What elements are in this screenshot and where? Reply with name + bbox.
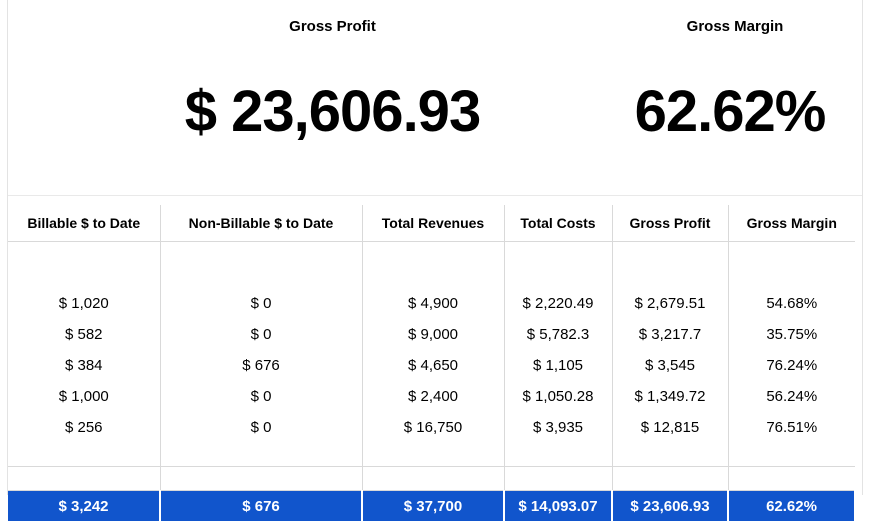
table-cell[interactable] — [504, 242, 612, 289]
table-cell[interactable]: $ 1,050.28 — [504, 381, 612, 412]
table-cell[interactable] — [612, 467, 728, 491]
table-cell[interactable]: $ 5,782.3 — [504, 319, 612, 350]
table-cell[interactable]: $ 9,000 — [362, 319, 504, 350]
table-cell[interactable]: $ 3,545 — [612, 350, 728, 381]
table-cell[interactable]: $ 2,400 — [362, 381, 504, 412]
gross-profit-title: Gross Profit — [240, 18, 425, 35]
sheet-left-edge — [0, 0, 8, 495]
table-cell[interactable]: 76.51% — [728, 412, 855, 443]
table-cell[interactable]: $ 3,935 — [504, 412, 612, 443]
table-cell[interactable]: $ 384 — [8, 350, 160, 381]
total-billable[interactable]: $ 3,242 — [8, 491, 160, 521]
table-cell[interactable]: 35.75% — [728, 319, 855, 350]
table-cell[interactable] — [612, 443, 728, 467]
table-row: $ 582 $ 0 $ 9,000 $ 5,782.3 $ 3,217.7 35… — [8, 319, 855, 350]
total-non-billable[interactable]: $ 676 — [160, 491, 362, 521]
table-cell[interactable] — [612, 242, 728, 289]
table-cell[interactable]: 76.24% — [728, 350, 855, 381]
table-row: $ 384 $ 676 $ 4,650 $ 1,105 $ 3,545 76.2… — [8, 350, 855, 381]
table-cell[interactable]: $ 1,349.72 — [612, 381, 728, 412]
table-cell[interactable] — [8, 467, 160, 491]
table-cell[interactable] — [362, 242, 504, 289]
table-cell[interactable]: $ 12,815 — [612, 412, 728, 443]
table-cell[interactable] — [160, 443, 362, 467]
table-cell[interactable] — [362, 443, 504, 467]
header-total-costs[interactable]: Total Costs — [504, 205, 612, 242]
table-cell[interactable]: $ 1,000 — [8, 381, 160, 412]
table-cell[interactable]: $ 4,900 — [362, 288, 504, 319]
table-cell[interactable]: $ 3,217.7 — [612, 319, 728, 350]
table-cell[interactable]: $ 256 — [8, 412, 160, 443]
blank-row — [8, 467, 855, 491]
table-cell[interactable] — [504, 467, 612, 491]
blank-row — [8, 443, 855, 467]
table-cell[interactable]: $ 1,105 — [504, 350, 612, 381]
table-cell[interactable]: $ 582 — [8, 319, 160, 350]
table-row: $ 256 $ 0 $ 16,750 $ 3,935 $ 12,815 76.5… — [8, 412, 855, 443]
table-cell[interactable] — [728, 467, 855, 491]
header-gross-margin[interactable]: Gross Margin — [728, 205, 855, 242]
table-cell[interactable]: $ 676 — [160, 350, 362, 381]
table-row: $ 1,020 $ 0 $ 4,900 $ 2,220.49 $ 2,679.5… — [8, 288, 855, 319]
table-cell[interactable] — [504, 443, 612, 467]
table-cell[interactable] — [8, 443, 160, 467]
header-billable[interactable]: Billable $ to Date — [8, 205, 160, 242]
table-cell[interactable]: $ 2,679.51 — [612, 288, 728, 319]
gross-margin-value: 62.62% — [625, 78, 835, 145]
header-non-billable[interactable]: Non-Billable $ to Date — [160, 205, 362, 242]
table-cell[interactable] — [160, 242, 362, 289]
table-cell[interactable]: $ 0 — [160, 288, 362, 319]
table-cell[interactable] — [362, 467, 504, 491]
table-row: $ 1,000 $ 0 $ 2,400 $ 1,050.28 $ 1,349.7… — [8, 381, 855, 412]
total-gross-margin[interactable]: 62.62% — [728, 491, 855, 521]
table-cell[interactable]: 56.24% — [728, 381, 855, 412]
table-cell[interactable]: $ 16,750 — [362, 412, 504, 443]
sheet-right-edge — [862, 0, 870, 495]
totals-row: $ 3,242 $ 676 $ 37,700 $ 14,093.07 $ 23,… — [8, 491, 855, 521]
table-cell[interactable]: $ 0 — [160, 319, 362, 350]
blank-row — [8, 242, 855, 289]
table-cell[interactable] — [160, 467, 362, 491]
table-cell[interactable] — [728, 242, 855, 289]
header-row: Billable $ to Date Non-Billable $ to Dat… — [8, 205, 855, 242]
header-gross-profit[interactable]: Gross Profit — [612, 205, 728, 242]
table-cell[interactable]: 54.68% — [728, 288, 855, 319]
table-cell[interactable] — [8, 242, 160, 289]
total-revenues[interactable]: $ 37,700 — [362, 491, 504, 521]
total-costs[interactable]: $ 14,093.07 — [504, 491, 612, 521]
gross-margin-title: Gross Margin — [655, 18, 815, 35]
header-total-revenues[interactable]: Total Revenues — [362, 205, 504, 242]
table-cell[interactable]: $ 0 — [160, 381, 362, 412]
table-cell[interactable]: $ 0 — [160, 412, 362, 443]
table-cell[interactable]: $ 4,650 — [362, 350, 504, 381]
table-cell[interactable]: $ 2,220.49 — [504, 288, 612, 319]
table-cell[interactable]: $ 1,020 — [8, 288, 160, 319]
gross-profit-value: $ 23,606.93 — [170, 78, 495, 145]
total-gross-profit[interactable]: $ 23,606.93 — [612, 491, 728, 521]
financial-table: Billable $ to Date Non-Billable $ to Dat… — [8, 205, 856, 521]
divider — [8, 195, 862, 196]
table-cell[interactable] — [728, 443, 855, 467]
